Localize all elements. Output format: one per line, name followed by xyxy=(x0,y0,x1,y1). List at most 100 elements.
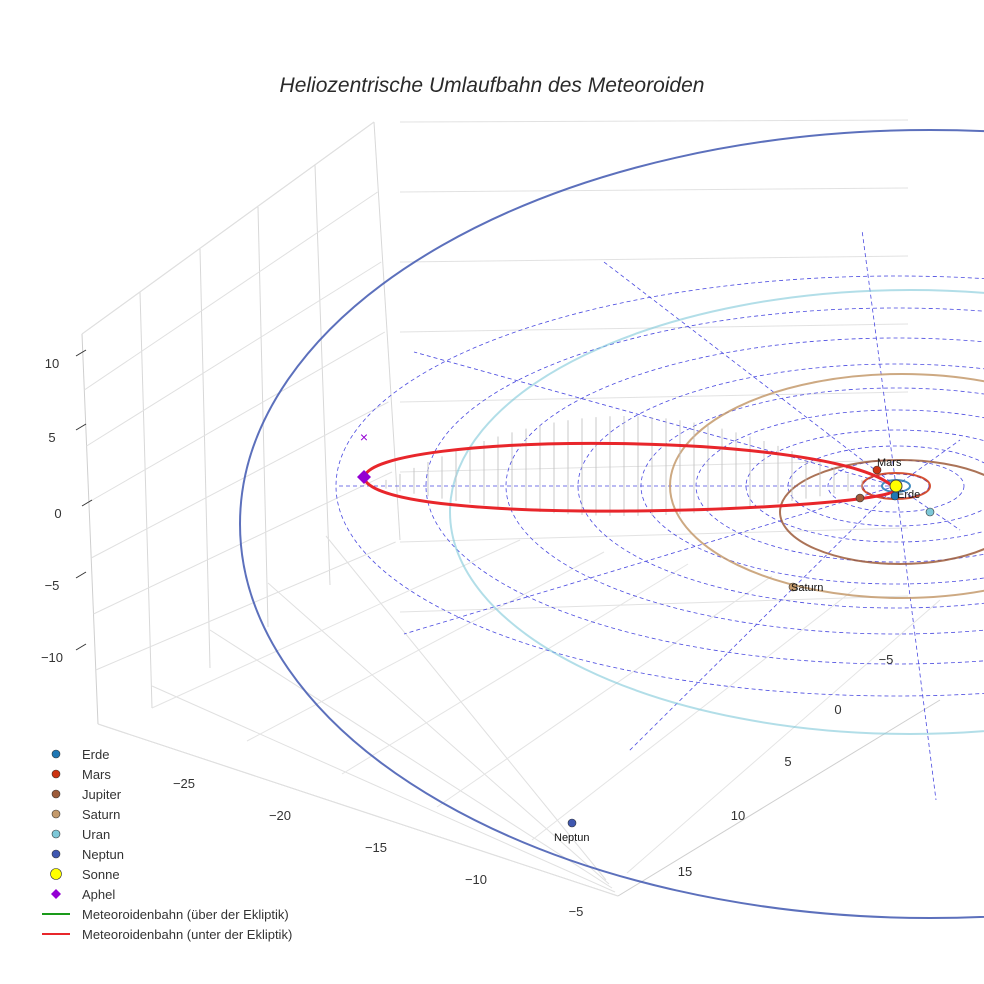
y-tick-label: 10 xyxy=(731,808,745,823)
legend-symbol xyxy=(40,844,74,864)
z-tick-label: 5 xyxy=(48,430,55,445)
ecliptic-ring xyxy=(425,307,984,665)
x-tick-label: −25 xyxy=(173,776,195,791)
grid-line xyxy=(84,191,378,391)
planet-marker-saturn xyxy=(788,582,798,592)
legend-circle xyxy=(51,829,61,839)
legend-item[interactable]: Neptun xyxy=(40,844,292,864)
legend-label: Jupiter xyxy=(82,786,122,802)
grid-line xyxy=(531,587,857,841)
planet-marker-neptun xyxy=(567,818,577,828)
legend-symbol xyxy=(40,784,74,804)
legend-label: Sonne xyxy=(82,866,120,882)
grid-line xyxy=(151,539,521,709)
y-tick-label: −5 xyxy=(879,652,894,667)
sun-marker xyxy=(889,479,903,493)
planet-label-erde: Erde xyxy=(897,489,920,501)
ecliptic-grid xyxy=(335,229,984,801)
legend-diamond xyxy=(51,889,61,899)
legend-item[interactable]: Erde xyxy=(40,744,292,764)
ecliptic-spoke xyxy=(861,229,897,487)
legend: Erde Mars Jupiter Saturn Uran Neptun Sonne Aphe… xyxy=(40,744,292,944)
orbit-jupiter xyxy=(779,459,984,565)
legend-item[interactable]: Meteoroidenbahn (unter der Ekliptik) xyxy=(40,924,292,944)
legend-item[interactable]: Uran xyxy=(40,824,292,844)
grid-line xyxy=(151,685,616,893)
ecliptic-spoke xyxy=(895,485,961,531)
legend-symbol xyxy=(40,924,74,944)
grid-line xyxy=(399,255,909,263)
grid-line xyxy=(325,535,607,881)
y-tick-label: 15 xyxy=(678,864,692,879)
markers: Erde Mars Saturn Neptun × xyxy=(357,429,935,844)
legend-item[interactable]: Jupiter xyxy=(40,784,292,804)
legend-item[interactable]: Meteoroidenbahn (über der Ekliptik) xyxy=(40,904,292,924)
z-tick-label: 10 xyxy=(45,356,59,371)
ecliptic-spoke xyxy=(403,485,897,635)
legend-symbol xyxy=(40,904,74,924)
grid-line xyxy=(399,391,909,403)
ecliptic-spoke xyxy=(627,485,897,753)
grid-line xyxy=(399,527,909,543)
z-tick xyxy=(75,643,87,651)
legend-symbol xyxy=(40,744,74,764)
ecliptic-ring xyxy=(745,429,984,543)
legend-circle xyxy=(51,769,61,779)
orbit-neptun xyxy=(239,129,984,919)
legend-circle xyxy=(51,809,61,819)
grid-line xyxy=(81,121,375,335)
planet-label-neptun: Neptun xyxy=(554,832,589,844)
grid-line xyxy=(86,261,382,447)
legend-item[interactable]: Saturn xyxy=(40,804,292,824)
ecliptic-spoke xyxy=(603,261,897,487)
grid-line xyxy=(93,471,393,615)
legend-label: Saturn xyxy=(82,806,121,822)
grid-line xyxy=(314,164,331,586)
grid-line xyxy=(88,331,386,503)
planet-marker-jupiter xyxy=(855,493,865,503)
legend-circle xyxy=(50,868,62,880)
legend-label: Erde xyxy=(82,746,110,762)
z-tick xyxy=(75,571,87,579)
legend-label: Meteoroidenbahn (über der Ekliptik) xyxy=(82,906,289,922)
meteor-orbit-below xyxy=(362,441,898,513)
pane-left xyxy=(82,122,400,724)
z-tick xyxy=(75,423,87,431)
grid-line xyxy=(209,629,613,889)
legend-symbol xyxy=(40,804,74,824)
grid-line xyxy=(399,595,909,613)
legend-item[interactable]: Aphel xyxy=(40,884,292,904)
planet-label-saturn: Saturn xyxy=(791,582,823,594)
x-tick-label: −15 xyxy=(365,840,387,855)
legend-item[interactable]: Sonne xyxy=(40,864,292,884)
planet-label-mars: Mars xyxy=(877,457,902,469)
legend-symbol xyxy=(40,824,74,844)
planet-marker-uran xyxy=(925,507,935,517)
legend-symbol xyxy=(40,764,74,784)
z-tick xyxy=(81,499,93,507)
ecliptic-spoke xyxy=(895,485,937,801)
ecliptic-ring xyxy=(787,445,984,527)
axis-ticks: 10 5 0 −5 −10 −25 −20 −15 −10 −5 −5 0 5 10 15 xyxy=(41,349,894,919)
aphel-marker xyxy=(357,470,371,484)
grid-line xyxy=(626,599,941,874)
ecliptic-spoke xyxy=(895,439,961,487)
z-tick-label: −5 xyxy=(45,578,60,593)
planet-marker-mars xyxy=(872,465,882,475)
ecliptic-ring xyxy=(577,363,984,609)
grid-line xyxy=(436,575,773,808)
meteoroid-orbit xyxy=(362,441,898,513)
legend-label: Uran xyxy=(82,826,111,842)
y-tick-label: 5 xyxy=(784,754,791,769)
pane-edge xyxy=(81,333,99,725)
x-tick-label: −10 xyxy=(465,872,487,887)
legend-circle xyxy=(51,749,61,759)
grid-line xyxy=(90,401,389,559)
legend-item[interactable]: Mars xyxy=(40,764,292,784)
legend-symbol xyxy=(40,884,74,904)
grid-line xyxy=(246,551,605,742)
x-tick-label: −5 xyxy=(569,904,584,919)
y-tick-label: 0 xyxy=(834,702,841,717)
grid-line xyxy=(139,291,153,709)
z-tick-label: −10 xyxy=(41,650,63,665)
